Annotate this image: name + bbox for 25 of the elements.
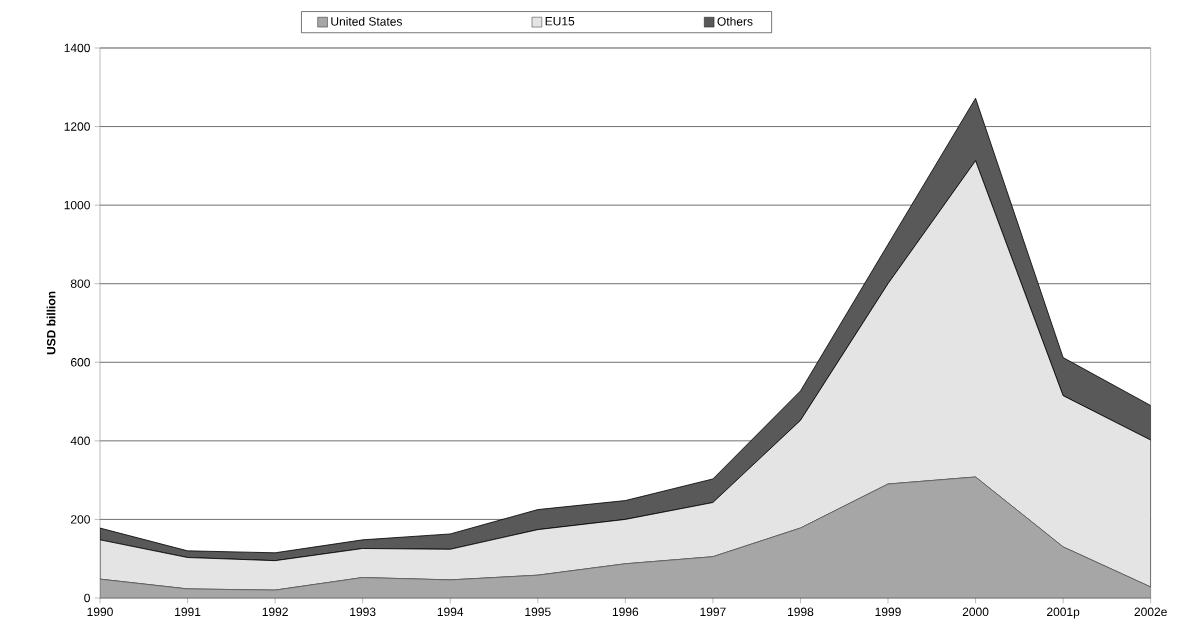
x-tick-label: 2001p <box>1047 607 1080 619</box>
x-tick-label: 1990 <box>87 607 113 617</box>
y-tick-label: 1000 <box>64 200 90 210</box>
y-tick-label: 200 <box>71 515 90 524</box>
x-tick-label: 1994 <box>437 607 464 617</box>
x-tick-label: 1991 <box>175 607 201 617</box>
x-tick-label: 1995 <box>525 607 551 617</box>
x-tick-label: 1992 <box>262 607 288 617</box>
x-tick-label: 1999 <box>875 607 901 617</box>
x-tick-label: 2000 <box>962 607 989 617</box>
x-tick-label: 2002e <box>1134 607 1167 617</box>
legend-label: United States <box>331 16 402 26</box>
y-tick-label: 800 <box>70 279 90 288</box>
y-tick-label: 0 <box>84 593 90 603</box>
legend-label: EU15 <box>545 17 575 26</box>
x-tick-label: 1998 <box>788 607 814 617</box>
y-tick-label: 1400 <box>64 43 90 53</box>
x-tick-label: 1996 <box>612 607 639 617</box>
x-tick-label: 1993 <box>350 607 376 617</box>
y-tick-label: 1200 <box>64 122 90 131</box>
legend-label: Others <box>717 16 753 26</box>
x-tick-label: 1997 <box>700 607 726 617</box>
y-tick-label: 600 <box>71 358 90 367</box>
y-tick-label: 400 <box>70 436 90 446</box>
y-axis-title: USD billion <box>46 291 56 355</box>
